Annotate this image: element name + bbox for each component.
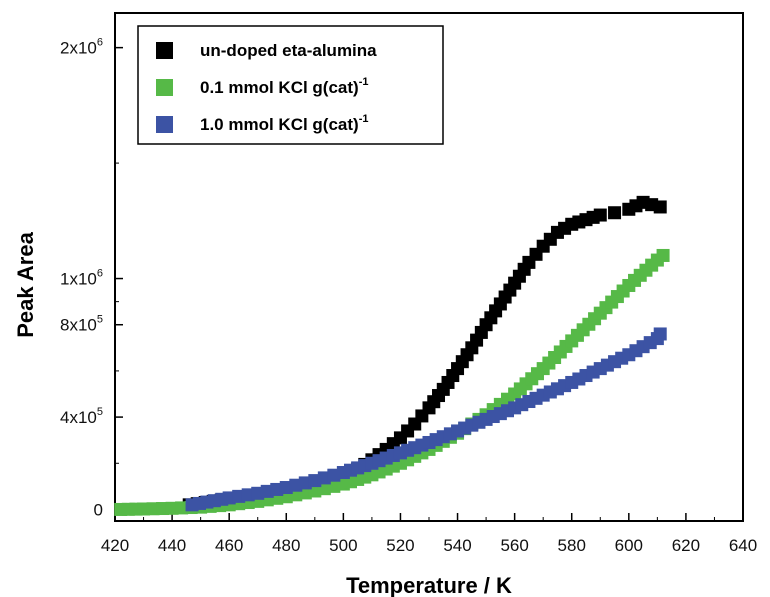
x-tick-label: 560 [500,536,528,555]
x-tick-label: 520 [386,536,414,555]
x-tick-label: 420 [101,536,129,555]
legend-swatch [156,116,173,133]
x-tick-label: 540 [443,536,471,555]
x-tick-label: 640 [729,536,757,555]
data-point [593,208,607,222]
data-point [656,248,670,262]
x-tick-label: 440 [158,536,186,555]
legend-label: 0.1 mmol KCl g(cat)-1 [200,76,368,97]
series-1 [182,195,667,512]
y-tick-label: 2x106 [60,37,103,58]
x-tick-label: 620 [672,536,700,555]
y-tick-label: 1x106 [60,268,103,289]
data-markers [114,195,670,516]
data-point [653,327,667,341]
legend-swatch [156,42,173,59]
y-tick-label: 4x105 [60,406,103,427]
x-axis-ticks: 420 440 460 480 500 520 540 560 580 600 620 640 [101,513,757,555]
y-tick-label: 8x105 [60,314,103,335]
legend-swatch [156,79,173,96]
data-point [653,200,667,214]
y-axis-ticks: 0 4x105 8x105 1x106 2x106 [60,37,123,519]
series-3 [185,327,667,512]
x-tick-label: 600 [615,536,643,555]
x-tick-label: 580 [558,536,586,555]
data-point [608,206,622,220]
x-axis-title: Temperature / K [346,573,512,597]
y-tick-label: 0 [94,500,103,519]
legend-label: un-doped eta-alumina [200,41,377,60]
x-tick-label: 500 [329,536,357,555]
legend: un-doped eta-alumina 0.1 mmol KCl g(cat)-… [137,25,444,145]
x-tick-label: 480 [272,536,300,555]
legend-label: 1.0 mmol KCl g(cat)-1 [200,113,368,134]
legend-box [137,25,444,145]
series-2 [114,248,670,516]
x-tick-label: 460 [215,536,243,555]
y-axis-title: Peak Area [13,231,38,337]
